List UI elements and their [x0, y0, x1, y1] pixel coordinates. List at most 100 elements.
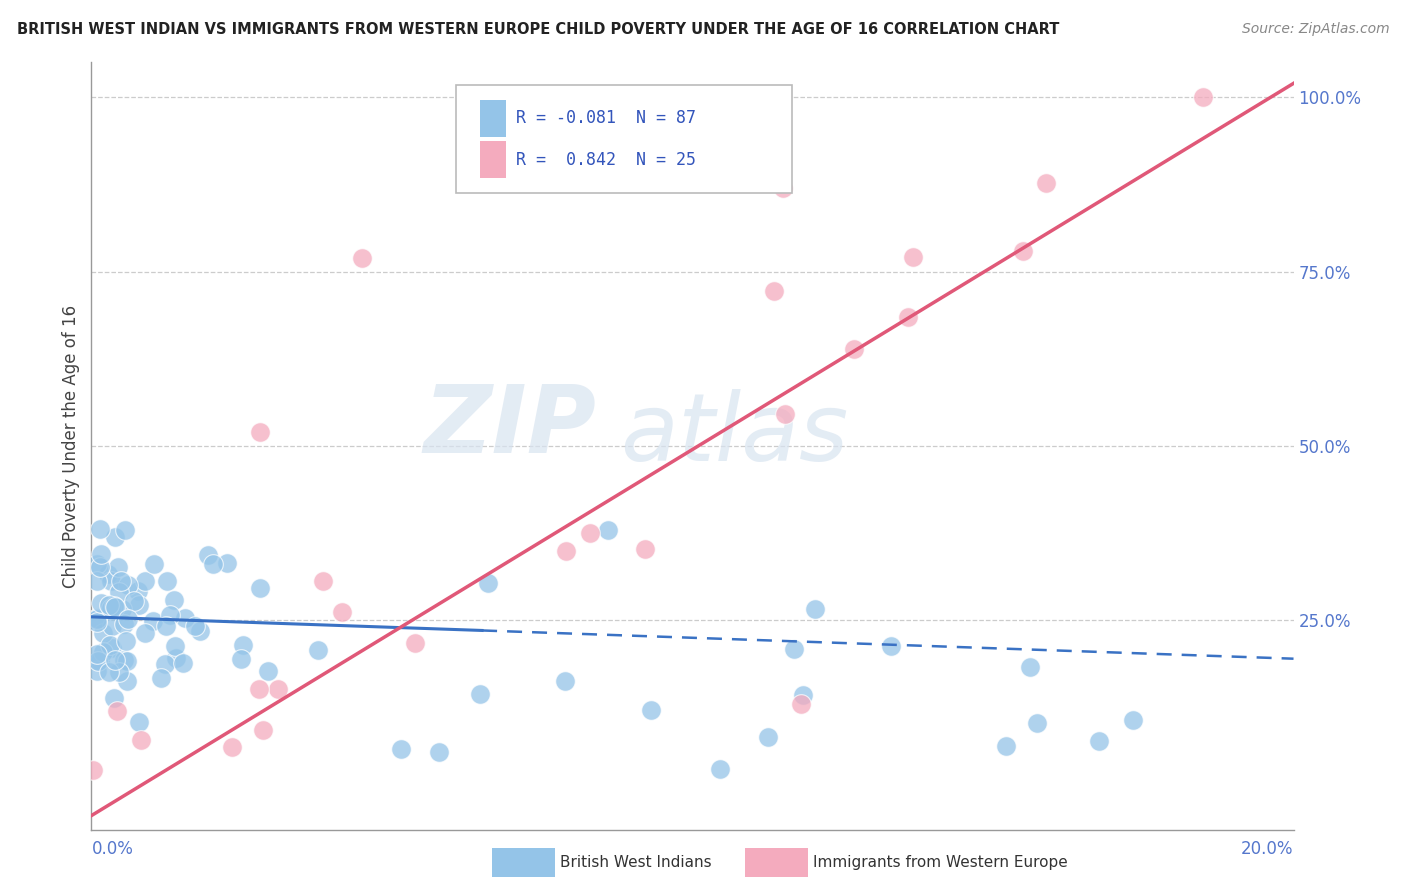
Point: [427, 745, 450, 759]
Point: [98, 638, 121, 652]
Point: [266, 681, 288, 696]
Point: [172, 656, 194, 670]
Point: [103, 691, 125, 706]
Point: [111, 602, 134, 616]
Point: [249, 581, 271, 595]
Point: [772, 181, 794, 195]
Point: [163, 593, 186, 607]
Point: [756, 730, 779, 744]
Point: [87, 654, 110, 668]
Point: [82, 764, 104, 778]
Point: [215, 556, 238, 570]
Point: [165, 651, 187, 665]
Point: [128, 598, 150, 612]
Point: [201, 557, 224, 571]
Point: [112, 617, 135, 632]
Point: [117, 612, 139, 626]
Point: [232, 638, 254, 652]
Point: [783, 642, 806, 657]
Point: [842, 342, 865, 356]
Point: [804, 602, 827, 616]
Point: [389, 741, 412, 756]
Point: [86, 664, 108, 678]
Text: Source: ZipAtlas.com: Source: ZipAtlas.com: [1241, 22, 1389, 37]
Point: [762, 285, 785, 299]
Point: [101, 619, 124, 633]
Point: [1026, 715, 1049, 730]
Point: [1122, 713, 1144, 727]
Point: [105, 704, 128, 718]
Point: [554, 544, 576, 558]
Point: [173, 611, 195, 625]
Point: [98, 598, 121, 612]
Point: [89, 522, 111, 536]
Point: [554, 673, 576, 688]
Point: [134, 626, 156, 640]
Point: [350, 251, 373, 265]
Point: [98, 665, 121, 679]
Point: [634, 541, 657, 556]
Point: [142, 614, 165, 628]
Text: R = -0.081  N = 87: R = -0.081 N = 87: [516, 110, 696, 128]
Point: [134, 574, 156, 588]
Point: [90, 596, 112, 610]
Point: [129, 732, 152, 747]
Point: [107, 585, 129, 599]
Point: [1012, 244, 1035, 258]
Point: [468, 686, 491, 700]
Point: [90, 547, 112, 561]
Point: [789, 697, 811, 711]
Point: [114, 523, 136, 537]
Point: [995, 739, 1018, 753]
Point: [149, 671, 172, 685]
Point: [775, 407, 797, 421]
Point: [86, 647, 108, 661]
Point: [404, 636, 426, 650]
Point: [252, 723, 274, 738]
Point: [100, 600, 122, 615]
Point: [104, 653, 127, 667]
Point: [1087, 733, 1109, 747]
Point: [153, 657, 176, 671]
Point: [330, 605, 353, 619]
Point: [122, 594, 145, 608]
Point: [86, 611, 108, 625]
Point: [103, 599, 125, 613]
Point: [115, 654, 138, 668]
Point: [197, 549, 219, 563]
Point: [91, 626, 114, 640]
Text: atlas: atlas: [620, 389, 849, 480]
Point: [307, 642, 329, 657]
Text: British West Indians: British West Indians: [560, 855, 711, 870]
Point: [163, 639, 186, 653]
Bar: [479, 100, 506, 136]
Point: [1019, 659, 1042, 673]
Point: [903, 250, 925, 264]
Point: [640, 703, 662, 717]
Point: [598, 524, 620, 538]
Point: [249, 425, 271, 439]
Point: [221, 739, 243, 754]
Point: [578, 525, 600, 540]
Point: [184, 619, 207, 633]
Text: 20.0%: 20.0%: [1241, 840, 1294, 858]
FancyBboxPatch shape: [456, 86, 792, 193]
Point: [91, 645, 114, 659]
Point: [156, 574, 179, 588]
Point: [229, 652, 252, 666]
Point: [103, 599, 125, 614]
Point: [477, 576, 499, 591]
Point: [107, 559, 129, 574]
Point: [159, 608, 181, 623]
Point: [155, 618, 177, 632]
Point: [117, 577, 139, 591]
Point: [127, 584, 149, 599]
Text: R =  0.842  N = 25: R = 0.842 N = 25: [516, 151, 696, 169]
Point: [108, 665, 131, 679]
Point: [86, 615, 108, 629]
Text: ZIP: ZIP: [423, 381, 596, 473]
Point: [142, 557, 165, 571]
Text: Immigrants from Western Europe: Immigrants from Western Europe: [813, 855, 1067, 870]
Point: [86, 612, 108, 626]
Point: [188, 624, 211, 639]
